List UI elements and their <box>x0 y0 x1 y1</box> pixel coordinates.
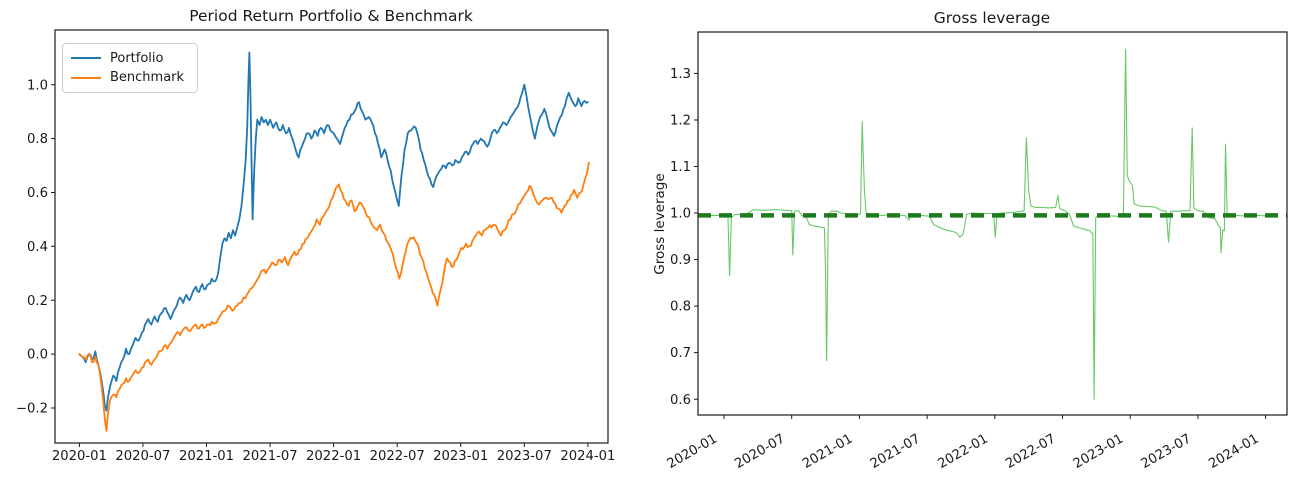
y-tick-label: 0.6 <box>670 393 691 408</box>
x-tick-label: 2024-01 <box>560 449 615 464</box>
benchmark-line-swatch <box>71 76 101 79</box>
y-tick-label: 1.2 <box>670 114 691 129</box>
benchmark-line <box>78 161 590 432</box>
portfolio-line <box>78 51 589 412</box>
x-tick-label: 2020-01 <box>52 449 107 464</box>
y-tick-label: 0.8 <box>27 132 48 147</box>
x-tick-label: 2023-07 <box>497 449 552 464</box>
x-tick-label: 2021-07 <box>868 431 923 472</box>
legend-entry-portfolio: Portfolio <box>71 51 189 66</box>
y-tick-label: 0.9 <box>670 253 691 268</box>
y-tick-label: 0.6 <box>27 186 48 201</box>
x-tick-label: 2021-01 <box>179 449 234 464</box>
x-tick-label: 2023-01 <box>433 449 488 464</box>
x-tick-label: 2023-07 <box>1139 431 1194 472</box>
plot-frame <box>697 31 1288 416</box>
y-tick-label: −0.2 <box>16 402 48 417</box>
x-tick-label: 2021-01 <box>800 431 855 472</box>
legend-label-portfolio: Portfolio <box>110 50 164 66</box>
legend-label-benchmark: Benchmark <box>110 70 185 86</box>
y-tick-label: 1.0 <box>27 78 48 93</box>
gross-leverage-chart-title: Gross leverage <box>933 9 1051 27</box>
period-return-chart-title: Period Return Portfolio & Benchmark <box>189 7 473 25</box>
y-tick-label: 0.4 <box>27 240 48 255</box>
x-tick-label: 2022-07 <box>370 449 425 464</box>
portfolio-line-swatch <box>71 57 101 60</box>
gross-leverage-y-axis-label: Gross leverage <box>652 173 668 275</box>
x-tick-label: 2021-07 <box>243 449 298 464</box>
gross-leverage-chart: 2020-01 2020-07 2021-01 2021-07 2022-01 2022-… <box>665 31 1288 472</box>
x-tick-label: 2022-01 <box>936 431 991 472</box>
gross-leverage-line <box>700 48 1273 400</box>
x-tick-label: 2023-01 <box>1071 431 1126 472</box>
y-tick-label: 0.8 <box>670 300 691 315</box>
y-tick-label: 1.0 <box>670 207 691 222</box>
legend-entry-benchmark: Benchmark <box>71 70 189 85</box>
y-tick-label: 1.3 <box>670 67 691 82</box>
x-tick-label: 2024-01 <box>1206 431 1261 472</box>
x-tick-label: 2022-07 <box>1003 431 1058 472</box>
y-tick-label: 0.2 <box>27 294 48 309</box>
x-tick-label: 2020-07 <box>115 449 170 464</box>
x-tick-label: 2022-01 <box>306 449 361 464</box>
period-return-chart: 2020-01 2020-07 2021-01 2021-07 2022-01 2022-… <box>16 29 615 464</box>
x-tick-label: 2020-01 <box>665 431 720 472</box>
x-tick-label: 2020-07 <box>732 431 787 472</box>
y-tick-label: 0.0 <box>27 348 48 363</box>
plot-frame <box>54 29 609 444</box>
y-tick-label: 0.7 <box>670 346 691 361</box>
legend-box: Portfolio Benchmark <box>62 43 198 93</box>
y-tick-label: 1.1 <box>670 160 691 175</box>
